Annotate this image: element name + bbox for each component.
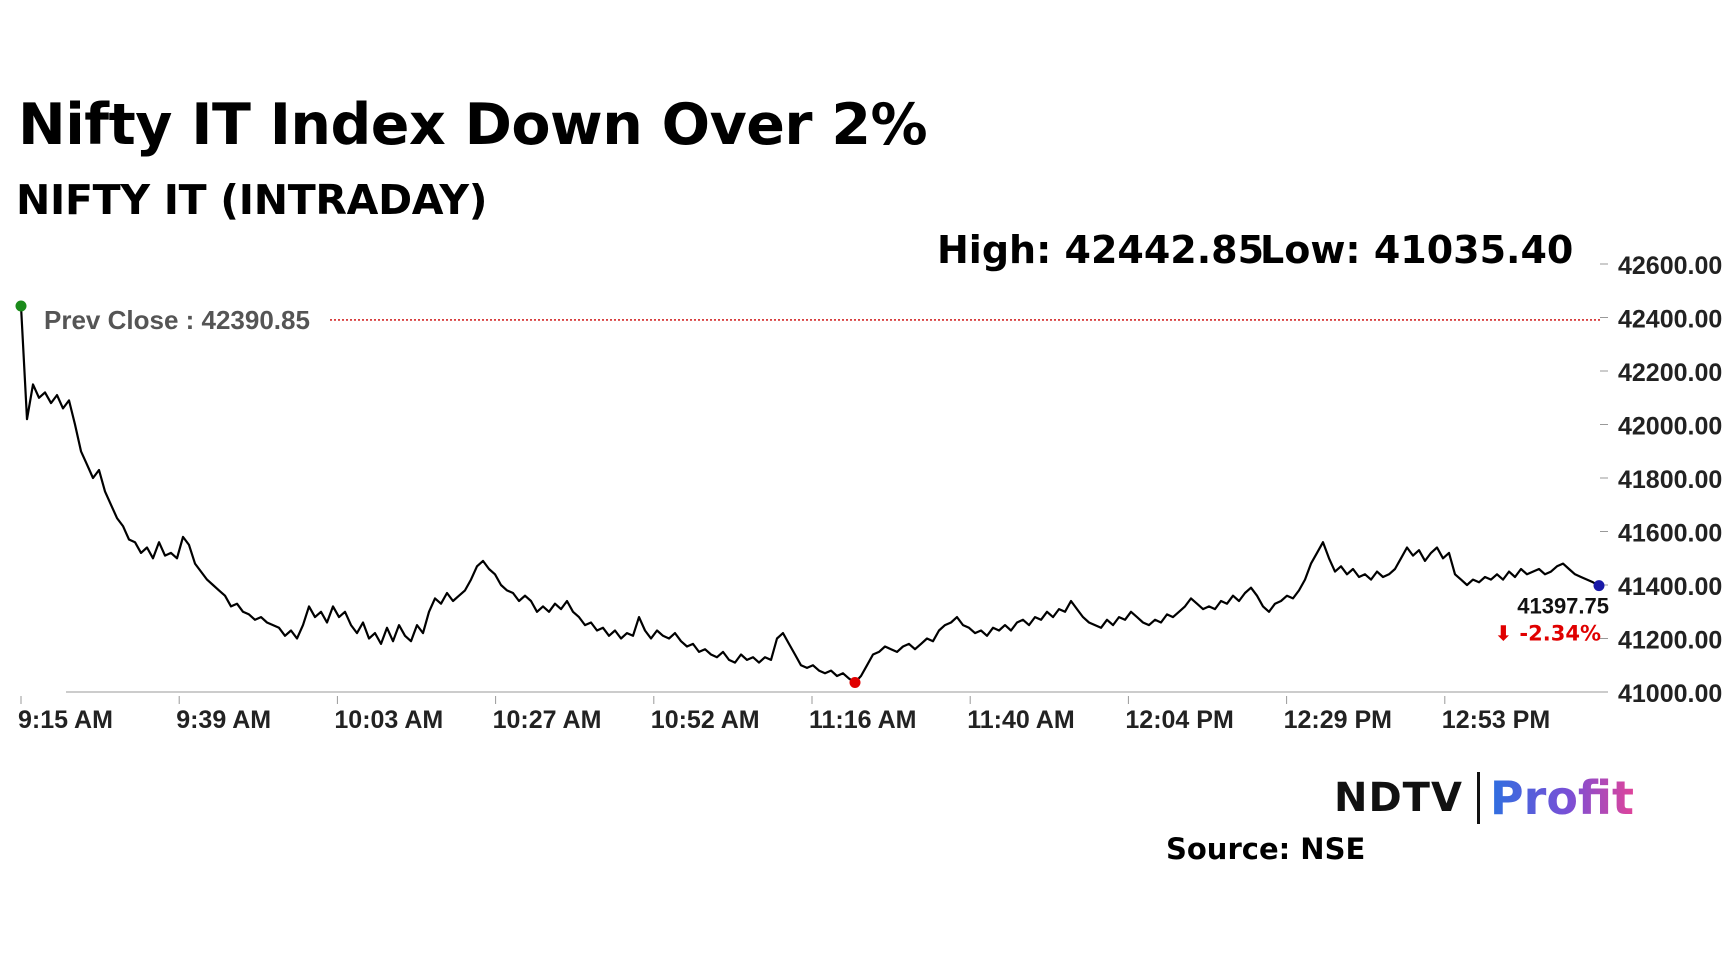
ndtv-profit-logo: NDTV Profit xyxy=(1334,770,1634,826)
y-tick-label: 41600.00 xyxy=(1618,520,1722,548)
logo-ndtv-text: NDTV xyxy=(1334,775,1463,821)
chart-subtitle: NIFTY IT (INTRADAY) xyxy=(16,176,488,224)
change-percent-label: ⬇ -2.34% xyxy=(1495,622,1601,646)
x-axis: 9:15 AM 9:39 AM 10:03 AM 10:27 AM 10:52 AM 11… xyxy=(18,696,1550,734)
x-tick-label: 11:16 AM xyxy=(809,706,916,734)
x-tick-label: 9:39 AM xyxy=(176,706,271,734)
day-low-label: Low: 41035.40 xyxy=(1260,228,1574,272)
open-point-marker xyxy=(15,300,27,312)
x-tick-label: 10:52 AM xyxy=(651,706,760,734)
source-note: Source: NSE xyxy=(1166,832,1366,866)
y-tick-label: 42400.00 xyxy=(1618,306,1722,334)
day-low-marker xyxy=(849,677,861,689)
logo-divider xyxy=(1476,772,1480,824)
y-tick-label: 41200.00 xyxy=(1618,627,1722,655)
chart-title: Nifty IT Index Down Over 2% xyxy=(18,92,928,158)
price-line xyxy=(19,305,1600,684)
prev-close-label: Prev Close : 42390.85 xyxy=(44,305,310,335)
y-tick-label: 42200.00 xyxy=(1618,359,1722,387)
last-price-label: 41397.75 xyxy=(1517,594,1609,619)
last-price-marker xyxy=(1593,580,1605,592)
x-tick-label: 12:04 PM xyxy=(1125,706,1233,734)
x-tick-label: 10:27 AM xyxy=(493,706,602,734)
logo-profit-text: Profit xyxy=(1489,771,1635,825)
y-tick-label: 41800.00 xyxy=(1618,466,1722,494)
y-tick-label: 41400.00 xyxy=(1618,573,1722,601)
x-tick-label: 10:03 AM xyxy=(334,706,443,734)
y-tick-label: 42000.00 xyxy=(1618,413,1722,441)
x-tick-label: 12:29 PM xyxy=(1284,706,1392,734)
y-axis: 41000.00 41200.00 41400.00 41600.00 41800.00… xyxy=(1600,252,1722,708)
day-high-label: High: 42442.85 xyxy=(937,228,1265,272)
x-tick-label: 12:53 PM xyxy=(1442,706,1550,734)
y-tick-label: 41000.00 xyxy=(1618,680,1722,708)
x-tick-label: 9:15 AM xyxy=(18,706,113,734)
x-tick-label: 11:40 AM xyxy=(967,706,1074,734)
y-tick-label: 42600.00 xyxy=(1618,252,1722,280)
